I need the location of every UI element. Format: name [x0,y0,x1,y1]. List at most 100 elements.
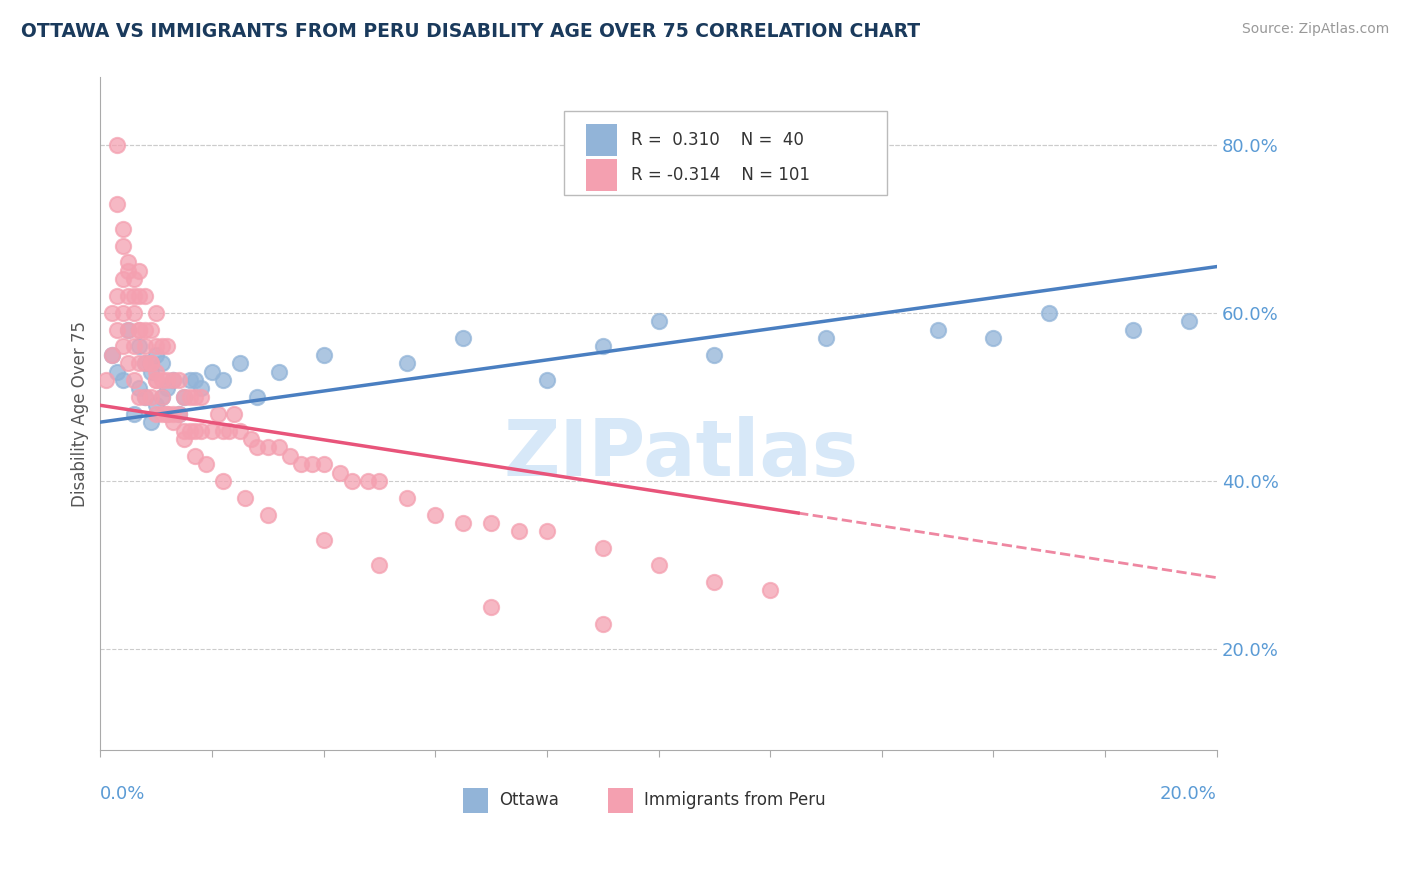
Point [229,424,252,438]
Point [312,533,335,547]
Point [592,339,614,353]
Point [128,264,150,278]
Point [150,373,173,387]
FancyBboxPatch shape [564,112,887,195]
Text: Ottawa: Ottawa [499,791,558,809]
Point [229,356,252,370]
Point [105,323,128,337]
Point [592,616,614,631]
Point [122,373,145,387]
Point [267,441,290,455]
Text: OTTAWA VS IMMIGRANTS FROM PERU DISABILITY AGE OVER 75 CORRELATION CHART: OTTAWA VS IMMIGRANTS FROM PERU DISABILIT… [21,22,920,41]
Point [111,373,134,387]
Point [703,348,725,362]
Point [145,339,167,353]
Point [184,373,207,387]
Point [224,407,246,421]
Point [190,382,212,396]
Point [139,390,162,404]
Point [536,373,558,387]
Point [312,348,335,362]
Point [212,424,235,438]
Point [357,474,380,488]
Point [122,306,145,320]
Point [162,407,184,421]
Point [105,196,128,211]
Point [508,524,530,539]
Point [703,574,725,589]
Point [134,289,156,303]
Point [983,331,1005,345]
Point [246,390,269,404]
Point [111,221,134,235]
Point [145,407,167,421]
Point [150,390,173,404]
Point [212,474,235,488]
Point [1178,314,1201,328]
Point [128,289,150,303]
Point [122,272,145,286]
Point [173,432,195,446]
Text: 20.0%: 20.0% [1160,785,1216,803]
Point [128,356,150,370]
Point [759,583,782,598]
Point [162,415,184,429]
Point [451,516,474,530]
Point [128,390,150,404]
Point [134,339,156,353]
Point [134,323,156,337]
Point [184,424,207,438]
Point [479,600,502,615]
Point [927,323,949,337]
Y-axis label: Disability Age Over 75: Disability Age Over 75 [72,321,89,507]
Point [396,491,419,505]
Point [150,390,173,404]
Point [536,524,558,539]
Point [150,407,173,421]
Point [312,457,335,471]
Point [173,424,195,438]
Point [162,373,184,387]
Point [111,339,134,353]
Point [167,407,190,421]
Point [301,457,323,471]
Point [156,339,179,353]
Point [105,365,128,379]
Point [195,457,218,471]
Point [201,365,224,379]
Point [145,348,167,362]
Point [207,407,229,421]
Point [145,398,167,412]
FancyBboxPatch shape [609,788,633,814]
Point [167,373,190,387]
Point [94,373,117,387]
Point [368,558,391,572]
Point [139,356,162,370]
Point [117,255,139,269]
Point [647,558,669,572]
Text: Source: ZipAtlas.com: Source: ZipAtlas.com [1241,22,1389,37]
Point [145,373,167,387]
Point [117,356,139,370]
Point [139,356,162,370]
Point [111,306,134,320]
Point [396,356,419,370]
FancyBboxPatch shape [586,124,617,156]
Point [647,314,669,328]
Point [150,339,173,353]
Point [134,356,156,370]
Point [184,390,207,404]
Point [329,466,352,480]
Point [134,390,156,404]
Text: ZIPatlas: ZIPatlas [503,416,859,492]
Point [150,356,173,370]
Point [145,373,167,387]
FancyBboxPatch shape [463,788,488,814]
Point [134,356,156,370]
Point [179,424,201,438]
Point [128,382,150,396]
Point [139,323,162,337]
Point [156,407,179,421]
FancyBboxPatch shape [586,159,617,191]
Point [145,306,167,320]
